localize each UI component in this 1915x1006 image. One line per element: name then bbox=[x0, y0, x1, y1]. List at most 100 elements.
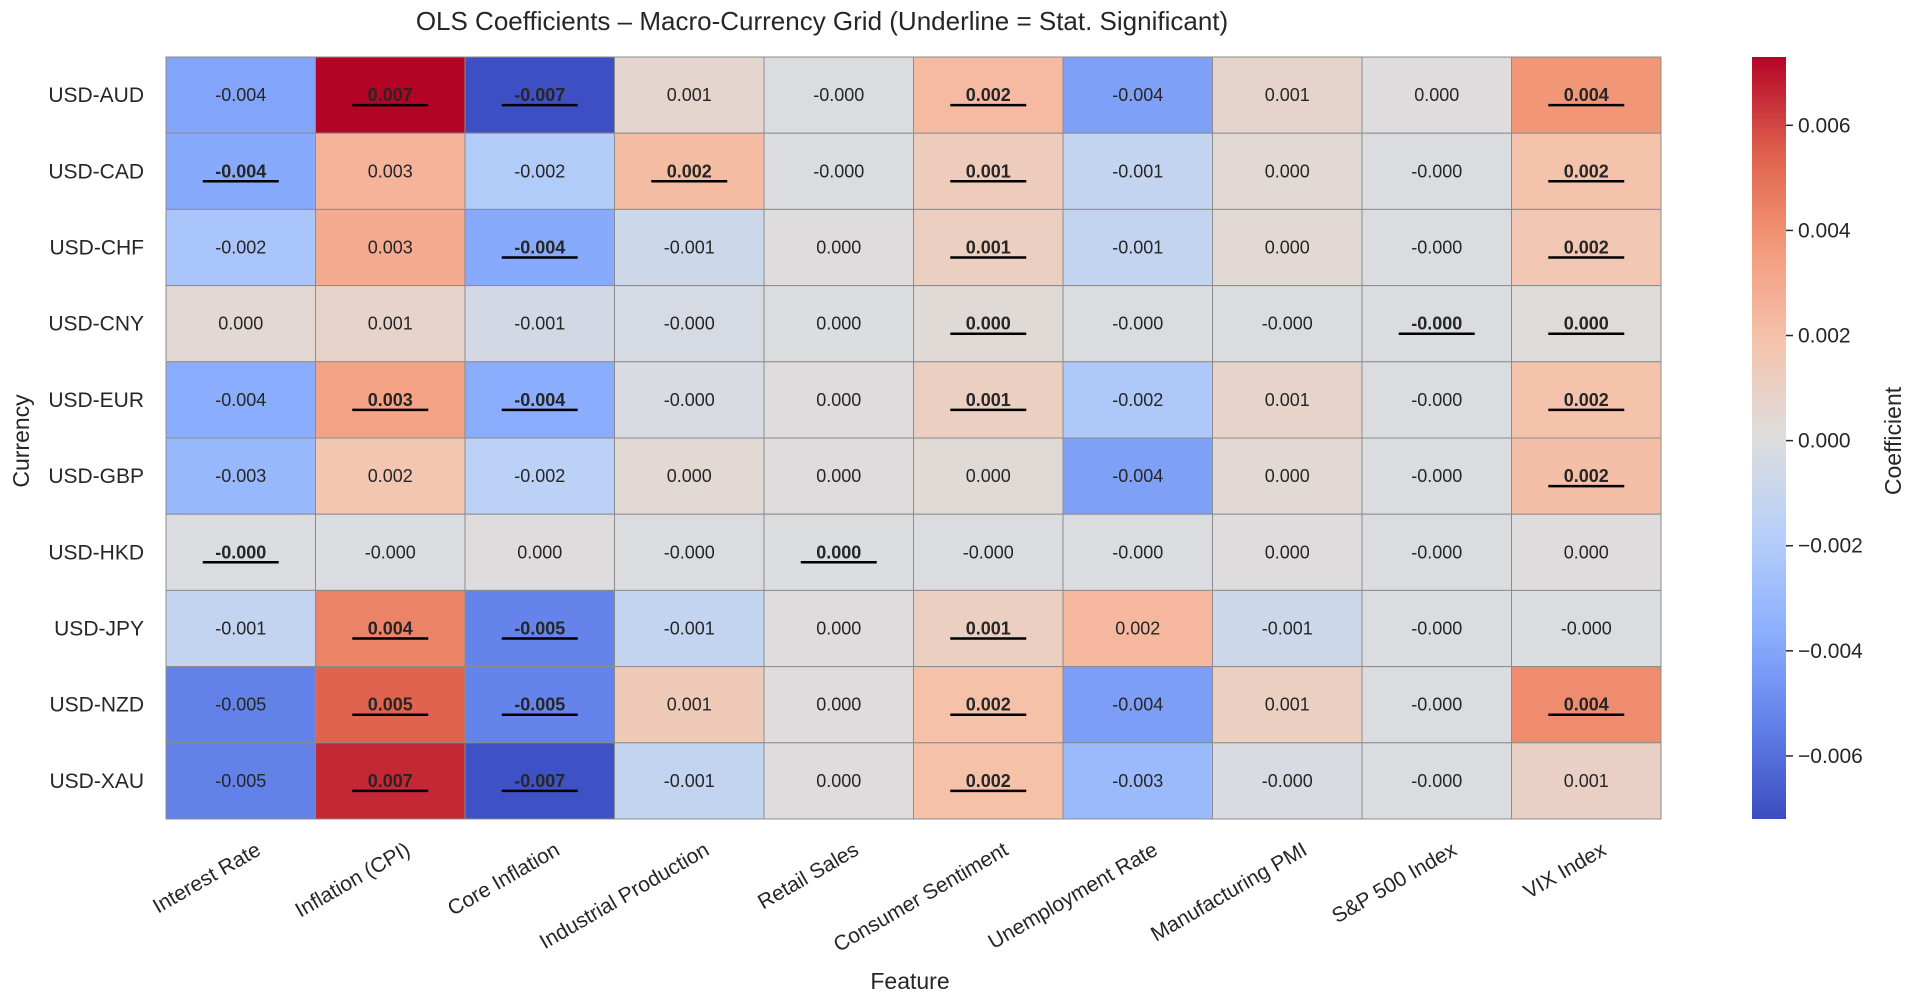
cell-value-label: -0.004 bbox=[1112, 466, 1163, 486]
cell-value-label: -0.005 bbox=[514, 619, 565, 639]
heatmap-cell bbox=[1511, 437, 1662, 515]
cell-value-label: -0.000 bbox=[1411, 161, 1462, 181]
x-axis-label: Feature bbox=[870, 968, 949, 994]
cell-value-label: 0.000 bbox=[816, 466, 861, 486]
heatmap-cell bbox=[1062, 285, 1213, 363]
heatmap-cell bbox=[1212, 361, 1363, 439]
cell-value-label: -0.000 bbox=[1411, 619, 1462, 639]
cell-value-label: 0.000 bbox=[816, 619, 861, 639]
y-tick-label: USD-CNY bbox=[48, 313, 144, 336]
heatmap-cell bbox=[1361, 285, 1512, 363]
x-tick-label: Interest Rate bbox=[149, 838, 265, 918]
heatmap-cell bbox=[165, 437, 316, 515]
cell-value-label: 0.000 bbox=[816, 314, 861, 334]
heatmap-cell bbox=[763, 742, 914, 820]
heatmap-cell bbox=[763, 666, 914, 744]
cell-value-label: -0.000 bbox=[1411, 390, 1462, 410]
cell-value-label: 0.000 bbox=[1265, 238, 1310, 258]
cell-value-label: -0.000 bbox=[664, 390, 715, 410]
x-tick-label: Manufacturing PMI bbox=[1147, 838, 1311, 946]
cell-value-label: -0.000 bbox=[365, 542, 416, 562]
heatmap-cell bbox=[614, 742, 765, 820]
heatmap-cell bbox=[165, 208, 316, 287]
cell-value-label: 0.002 bbox=[1115, 619, 1160, 639]
cell-value-label: 0.001 bbox=[667, 695, 712, 715]
cell-value-label: 0.000 bbox=[966, 314, 1011, 334]
cell-value-label: 0.000 bbox=[966, 466, 1011, 486]
heatmap-cell bbox=[1212, 513, 1363, 591]
heatmap-cell bbox=[1062, 666, 1213, 744]
cell-value-label: 0.003 bbox=[368, 238, 413, 258]
cell-value-label: -0.005 bbox=[514, 695, 565, 715]
cell-value-label: -0.000 bbox=[664, 542, 715, 562]
heatmap-cell bbox=[315, 589, 466, 668]
cell-value-label: 0.001 bbox=[966, 390, 1011, 410]
heatmap-cell bbox=[1212, 132, 1363, 210]
y-tick-label: USD-CHF bbox=[50, 237, 145, 260]
cell-value-label: 0.003 bbox=[368, 390, 413, 410]
cell-value-label: 0.004 bbox=[1564, 695, 1609, 715]
heatmap-cell bbox=[1511, 742, 1662, 820]
x-tick-label: Retail Sales bbox=[754, 838, 863, 914]
cell-value-label: 0.000 bbox=[816, 390, 861, 410]
heatmap-cell bbox=[1511, 132, 1662, 210]
cell-value-label: -0.000 bbox=[1561, 619, 1612, 639]
heatmap-cell bbox=[464, 361, 615, 439]
colorbar-tick-label: 0.002 bbox=[1798, 325, 1851, 348]
cell-value-label: 0.000 bbox=[1265, 466, 1310, 486]
cell-value-label: -0.007 bbox=[514, 771, 565, 791]
heatmap-cell bbox=[614, 513, 765, 591]
cell-value-label: -0.002 bbox=[215, 238, 266, 258]
heatmap-cell bbox=[1511, 56, 1662, 134]
colorbar-tick-label: −0.006 bbox=[1798, 745, 1863, 768]
heatmap-cell bbox=[464, 132, 615, 210]
heatmap-cell bbox=[763, 285, 914, 363]
cell-value-label: -0.004 bbox=[215, 161, 266, 181]
cell-value-label: -0.001 bbox=[1262, 619, 1313, 639]
cell-value-label: -0.002 bbox=[514, 466, 565, 486]
heatmap-cell bbox=[1361, 742, 1512, 820]
cell-value-label: 0.000 bbox=[816, 238, 861, 258]
cell-value-label: 0.000 bbox=[667, 466, 712, 486]
heatmap-cell bbox=[1361, 132, 1512, 210]
cell-value-label: 0.000 bbox=[1564, 542, 1609, 562]
cell-value-label: 0.001 bbox=[966, 619, 1011, 639]
cell-value-label: -0.004 bbox=[1112, 695, 1163, 715]
cell-value-label: -0.001 bbox=[215, 619, 266, 639]
heatmap-cell bbox=[1511, 285, 1662, 363]
heatmap-cell bbox=[1361, 56, 1512, 134]
cell-value-label: 0.001 bbox=[966, 161, 1011, 181]
cell-value-label: 0.000 bbox=[1265, 161, 1310, 181]
heatmap-cell bbox=[913, 56, 1064, 134]
heatmap-cell bbox=[763, 589, 914, 668]
heatmap-cell bbox=[913, 742, 1064, 820]
heatmap-cell bbox=[165, 132, 316, 210]
cell-value-label: -0.000 bbox=[1411, 238, 1462, 258]
heatmap-cell bbox=[913, 208, 1064, 287]
y-tick-label: USD-CAD bbox=[48, 160, 144, 183]
cell-value-label: 0.003 bbox=[368, 161, 413, 181]
cell-value-label: -0.000 bbox=[813, 161, 864, 181]
colorbar: −0.006 −0.004 −0.002 0.000 0.002 0.004 0.006 bbox=[1752, 57, 1863, 819]
y-tick-label: USD-NZD bbox=[50, 694, 145, 717]
cell-value-label: -0.001 bbox=[1112, 238, 1163, 258]
colorbar-ticks: −0.006 −0.004 −0.002 0.000 0.002 0.004 0.006 bbox=[1786, 114, 1863, 768]
heatmap-cell bbox=[614, 361, 765, 439]
heatmap-cell bbox=[165, 513, 316, 591]
cell-value-label: 0.001 bbox=[667, 85, 712, 105]
cell-value-label: 0.001 bbox=[1265, 695, 1310, 715]
heatmap-cell bbox=[1062, 742, 1213, 820]
cell-value-label: -0.004 bbox=[1112, 85, 1163, 105]
cell-value-label: -0.001 bbox=[1112, 161, 1163, 181]
x-tick-label: Unemployment Rate bbox=[984, 838, 1161, 954]
cell-value-label: -0.005 bbox=[215, 771, 266, 791]
cell-value-label: 0.004 bbox=[1564, 85, 1609, 105]
cell-value-label: -0.003 bbox=[215, 466, 266, 486]
cell-value-label: 0.001 bbox=[1265, 390, 1310, 410]
cell-value-label: 0.001 bbox=[1265, 85, 1310, 105]
cell-value-label: -0.000 bbox=[1411, 314, 1462, 334]
colorbar-gradient bbox=[1752, 57, 1786, 819]
cell-value-label: 0.002 bbox=[966, 695, 1011, 715]
cell-value-label: 0.000 bbox=[517, 542, 562, 562]
cell-value-label: 0.002 bbox=[1564, 238, 1609, 258]
